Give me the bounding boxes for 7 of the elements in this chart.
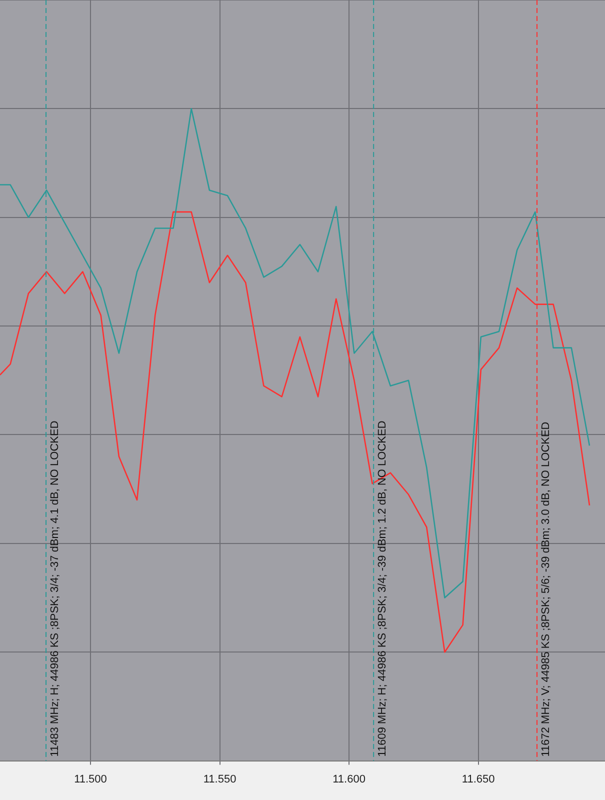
ref-line-label: 11483 MHz; H; 44986 KS ;8PSK; 3/4; -37 dBm; 4.1 dB, NO LOCKED bbox=[49, 420, 62, 757]
x-tick-label: 11.500 bbox=[74, 773, 107, 786]
x-tick-label: 11.600 bbox=[332, 773, 366, 786]
ref-line-label: 11672 MHz; V; 44985 KS ;8PSK; 5/6; -39 dBm; 3.0 dB, NO LOCKED bbox=[540, 422, 552, 757]
ref-line-label: 11609 MHz; H; 44986 KS ;8PSK; 3/4; -39 dBm; 1.2 dB, NO LOCKED bbox=[376, 420, 389, 757]
x-tick-label: 11.550 bbox=[203, 773, 236, 786]
x-tick-label: 11.650 bbox=[462, 773, 495, 786]
